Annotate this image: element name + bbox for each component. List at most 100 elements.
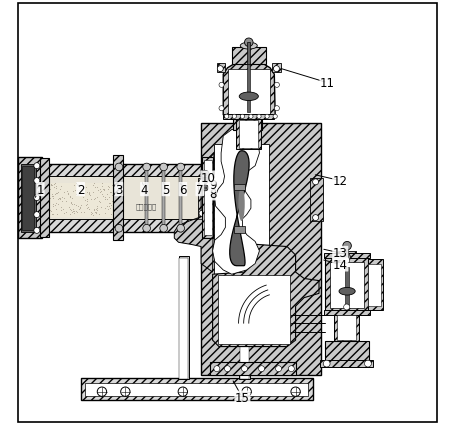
Bar — [240, 259, 249, 380]
Circle shape — [199, 211, 205, 217]
Bar — [234, 184, 244, 191]
Circle shape — [115, 225, 123, 233]
Bar — [217, 63, 225, 73]
Bar — [178, 256, 189, 380]
Bar — [223, 115, 274, 120]
Circle shape — [313, 179, 318, 185]
Text: 6: 6 — [179, 183, 187, 196]
Ellipse shape — [238, 187, 245, 222]
Circle shape — [257, 115, 261, 119]
Bar — [310, 179, 323, 222]
Circle shape — [115, 164, 123, 171]
Circle shape — [344, 304, 349, 310]
Bar — [202, 158, 212, 239]
Circle shape — [344, 254, 350, 261]
Bar — [236, 114, 258, 121]
Bar — [334, 315, 359, 343]
Text: 液压油腔室: 液压油腔室 — [136, 203, 157, 210]
Bar — [211, 363, 296, 375]
Bar — [228, 70, 270, 115]
Text: 13: 13 — [333, 247, 348, 260]
Circle shape — [240, 115, 244, 119]
Text: 1: 1 — [36, 183, 44, 196]
Circle shape — [202, 185, 208, 191]
Circle shape — [34, 163, 40, 169]
Bar — [202, 187, 207, 190]
Circle shape — [97, 387, 106, 397]
Bar — [112, 155, 123, 241]
Bar — [234, 227, 244, 233]
Bar — [198, 179, 208, 217]
Circle shape — [242, 366, 248, 372]
Bar — [202, 173, 207, 176]
Bar — [329, 263, 364, 308]
Bar — [337, 316, 356, 340]
Bar — [239, 256, 250, 380]
Circle shape — [224, 366, 231, 372]
Circle shape — [160, 164, 167, 171]
Bar — [324, 311, 369, 316]
Polygon shape — [223, 63, 275, 120]
Bar — [338, 251, 356, 259]
Bar — [233, 120, 262, 130]
Bar — [320, 360, 374, 367]
Bar — [21, 164, 36, 232]
Bar — [214, 145, 269, 340]
Bar — [22, 166, 34, 230]
Text: 15: 15 — [235, 391, 250, 404]
Circle shape — [34, 212, 40, 218]
Text: 2: 2 — [77, 183, 85, 196]
Circle shape — [344, 258, 349, 264]
Bar — [117, 164, 121, 232]
Circle shape — [178, 387, 187, 397]
Bar — [325, 258, 368, 313]
Circle shape — [34, 228, 40, 234]
Circle shape — [219, 106, 224, 112]
Circle shape — [177, 164, 185, 171]
Bar — [46, 177, 204, 219]
Bar — [345, 268, 349, 305]
Bar — [179, 259, 188, 380]
Circle shape — [288, 366, 294, 372]
Bar — [324, 253, 369, 258]
Text: 3: 3 — [115, 183, 123, 196]
Bar — [179, 164, 182, 232]
Text: 14: 14 — [333, 258, 348, 271]
Bar — [204, 161, 212, 235]
Text: 5: 5 — [162, 183, 169, 196]
Bar — [236, 120, 261, 149]
Circle shape — [265, 115, 269, 119]
Bar — [239, 121, 258, 148]
Circle shape — [143, 225, 151, 233]
Bar — [31, 164, 210, 232]
Bar — [201, 124, 321, 375]
Text: 11: 11 — [320, 77, 335, 90]
Circle shape — [160, 225, 167, 233]
Circle shape — [202, 171, 209, 178]
Polygon shape — [174, 153, 214, 273]
Circle shape — [34, 195, 40, 201]
Ellipse shape — [239, 93, 258, 101]
Circle shape — [258, 366, 264, 372]
Polygon shape — [230, 151, 249, 266]
Bar — [145, 164, 148, 232]
Bar — [81, 379, 313, 400]
Bar — [368, 260, 383, 311]
Circle shape — [274, 106, 279, 112]
Circle shape — [34, 178, 40, 184]
Bar — [247, 43, 251, 65]
Bar — [272, 63, 281, 73]
Bar — [218, 276, 290, 344]
Polygon shape — [212, 130, 259, 275]
Circle shape — [249, 115, 253, 119]
Bar — [202, 180, 207, 182]
Ellipse shape — [240, 43, 257, 50]
Bar — [368, 264, 381, 306]
Text: 7: 7 — [196, 183, 203, 196]
Circle shape — [202, 178, 208, 184]
Bar — [85, 383, 308, 397]
Circle shape — [323, 360, 330, 367]
Circle shape — [121, 387, 130, 397]
Circle shape — [274, 83, 279, 88]
Circle shape — [143, 164, 151, 171]
